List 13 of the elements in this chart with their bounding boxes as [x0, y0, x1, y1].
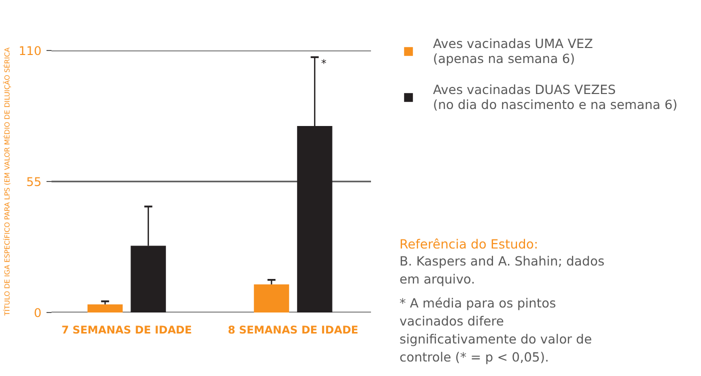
- x-tick-label: 7 SEMANAS DE IDADE: [61, 324, 192, 336]
- y-tick-label: 55: [26, 175, 42, 189]
- bar: [88, 304, 123, 312]
- text: * A média para os pintos vacinados difere significativamente do valor de controle (* = p < 0,05).: [400, 296, 592, 364]
- x-tick-label: 8 SEMANAS DE IDADE: [228, 324, 358, 336]
- text: B. Kaspers and A. Shahin; dados em arquivo.: [400, 254, 604, 286]
- legend-label: Aves vacinadas DUAS VEZES (no dia do nascimento e na semana 6): [433, 82, 678, 112]
- legend-label: Aves vacinadas UMA VEZ (apenas na semana 6): [433, 36, 593, 66]
- text: Referência do Estudo:: [400, 236, 538, 252]
- bar: [254, 284, 290, 312]
- y-tick-label: 0: [34, 306, 42, 320]
- y-tick-label: 110: [18, 44, 42, 58]
- annotation: *: [321, 57, 328, 70]
